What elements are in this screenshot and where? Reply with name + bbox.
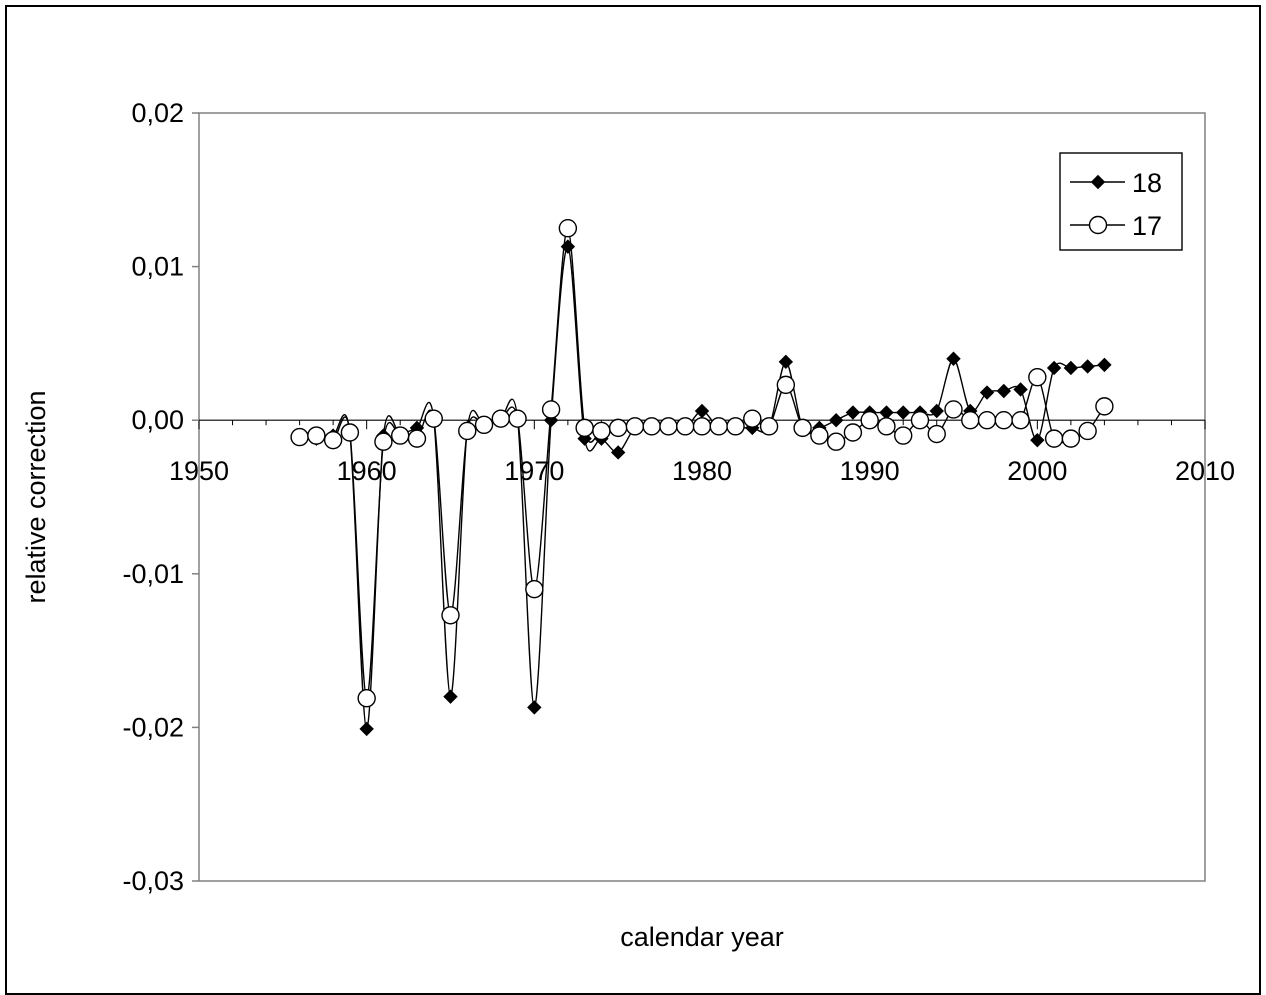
data-point-17	[474, 415, 494, 435]
data-point-17	[877, 417, 896, 436]
data-point-18	[527, 700, 542, 715]
x-tick-label: 2010	[1175, 456, 1235, 486]
data-point-17	[1078, 421, 1097, 441]
data-point-17	[592, 421, 611, 441]
legend-label: 18	[1132, 168, 1162, 198]
data-point-17	[424, 409, 443, 428]
data-point-17	[357, 689, 376, 708]
data-point-17	[340, 423, 360, 442]
data-point-17	[692, 417, 712, 436]
data-point-18	[1013, 382, 1028, 397]
data-point-17	[625, 417, 645, 436]
data-point-17	[642, 417, 661, 436]
data-point-17	[575, 418, 594, 438]
data-point-18	[610, 445, 626, 460]
series-group	[290, 218, 1114, 737]
chart-frame	[5, 5, 1261, 995]
y-tick-label: -0,01	[122, 559, 184, 589]
data-point-17	[1044, 429, 1064, 448]
x-tick-label: 1960	[337, 456, 397, 486]
y-tick-label: 0,01	[131, 252, 184, 282]
tick-labels: 1950 1960 1970 1980 1990 2000 2010 0,02 0,01 0,00…	[122, 98, 1235, 896]
data-point-18	[778, 354, 794, 370]
data-point-17	[961, 411, 980, 430]
data-point-17	[659, 417, 678, 436]
y-tick-label: 0,02	[131, 98, 184, 128]
data-point-17	[793, 418, 812, 438]
data-point-17	[1011, 411, 1030, 430]
data-point-18	[1080, 359, 1095, 374]
data-point-17	[676, 417, 695, 436]
data-point-17	[977, 411, 997, 430]
data-point-18	[560, 239, 576, 254]
data-point-17	[1028, 367, 1047, 387]
data-point-17	[776, 375, 796, 395]
data-point-17	[323, 430, 343, 450]
legend-marker	[1090, 174, 1106, 190]
data-point-18	[443, 689, 458, 704]
data-point-18	[929, 403, 944, 419]
data-point-17	[1061, 429, 1081, 448]
data-point-18	[996, 383, 1012, 399]
data-point-18	[694, 403, 710, 419]
data-point-17	[709, 417, 728, 436]
x-tick-label: 1950	[169, 456, 229, 486]
data-point-17	[441, 606, 460, 625]
data-point-17	[1095, 397, 1114, 416]
data-point-17	[374, 432, 393, 451]
data-point-18	[828, 412, 844, 428]
data-point-17	[491, 409, 510, 428]
data-point-17	[608, 418, 628, 438]
data-point-18	[895, 405, 911, 420]
data-point-17	[910, 411, 930, 430]
data-point-17	[508, 409, 527, 428]
legend-box	[1059, 152, 1183, 251]
x-tick-label: 1970	[504, 456, 564, 486]
data-point-17	[407, 429, 427, 448]
data-point-17	[843, 423, 863, 442]
data-point-17	[558, 218, 578, 238]
data-point-17	[927, 424, 946, 444]
x-tick-label: 1980	[672, 456, 732, 486]
data-point-17	[894, 426, 913, 445]
data-point-18	[359, 721, 374, 737]
x-tick-label: 1990	[840, 456, 900, 486]
data-point-17	[307, 426, 326, 445]
data-point-18	[1046, 360, 1062, 376]
series-line-18	[299, 245, 1105, 730]
plot-border	[198, 112, 1206, 882]
data-point-18	[1063, 360, 1079, 376]
legend-label: 17	[1132, 211, 1162, 241]
y-tick-label: -0,02	[122, 712, 184, 742]
data-point-17	[826, 432, 846, 451]
data-point-18	[979, 385, 995, 400]
data-point-18	[1030, 432, 1045, 448]
data-point-17	[759, 417, 779, 436]
data-point-18	[879, 405, 894, 420]
x-tick-label: 2000	[1007, 456, 1067, 486]
data-point-18	[845, 405, 861, 420]
data-point-17	[743, 409, 762, 428]
data-point-17	[726, 417, 745, 436]
data-point-18	[1097, 357, 1112, 373]
axes	[192, 112, 1206, 882]
plot-area	[198, 112, 1206, 882]
legend-marker	[1088, 215, 1108, 235]
data-point-17	[541, 400, 561, 419]
data-point-18	[946, 351, 961, 366]
data-point-17	[860, 411, 879, 430]
data-point-17	[994, 411, 1013, 430]
data-point-17	[290, 427, 309, 447]
data-point-17	[810, 426, 829, 445]
x-axis-title: calendar year	[620, 922, 784, 952]
data-point-17	[391, 426, 410, 445]
y-tick-label: -0,03	[122, 866, 184, 896]
y-tick-label: 0,00	[131, 405, 184, 435]
data-point-17	[944, 400, 963, 419]
data-point-17	[458, 421, 477, 441]
data-point-17	[525, 579, 544, 599]
y-axis-title: relative correction	[21, 390, 51, 603]
